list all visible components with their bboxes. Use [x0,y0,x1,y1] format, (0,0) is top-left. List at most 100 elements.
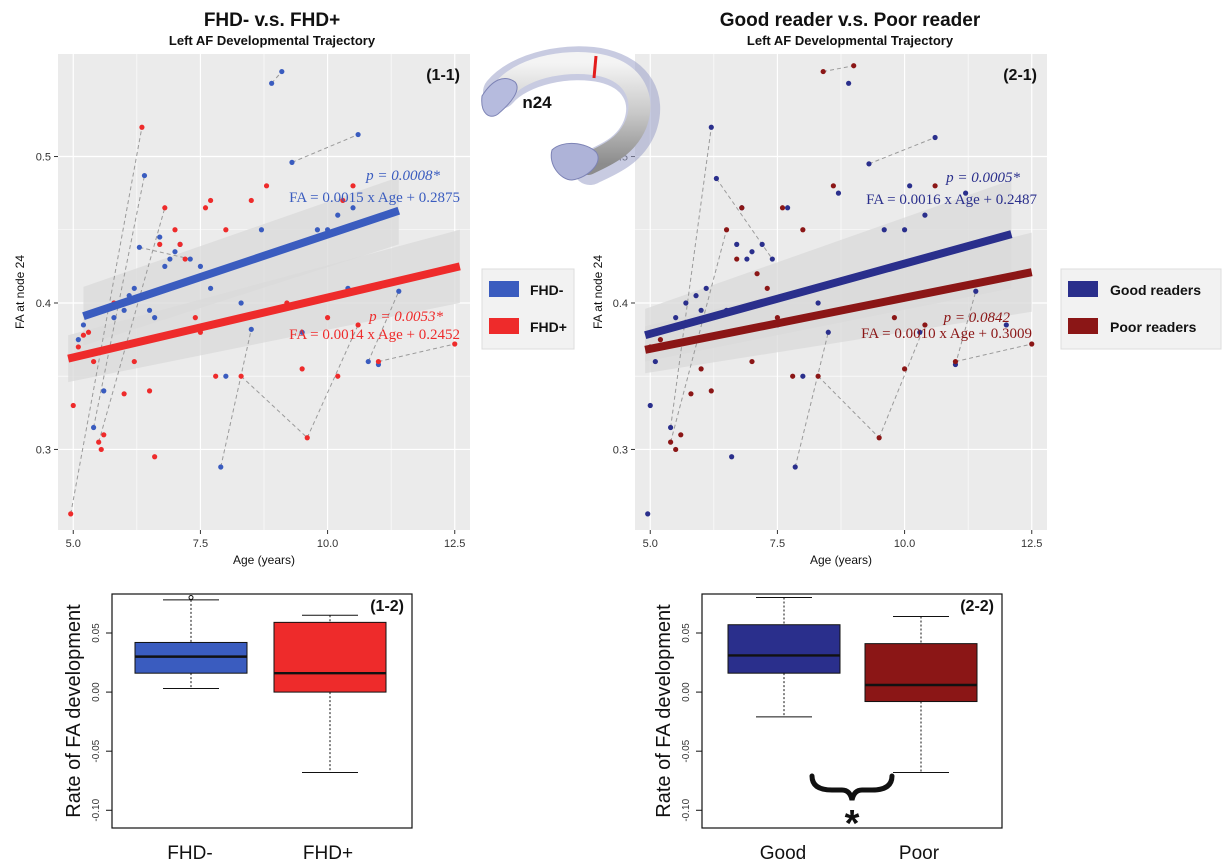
significance-marker: * [845,803,860,845]
data-point [146,307,153,313]
data-point [96,439,102,445]
data-point [932,183,938,189]
data-point [101,388,107,394]
data-point [932,134,938,141]
y-axis-label: FA at node 24 [591,255,605,329]
category-label-fhd-plus: FHD+ [303,843,353,864]
data-point [207,197,214,204]
trajectory-line [954,291,977,365]
legend-swatch-poor [1068,318,1098,334]
data-point [922,322,928,328]
data-point [784,205,791,211]
regression-line [644,268,1033,354]
data-point [75,344,81,350]
data-point [98,446,104,453]
legend-swatch-fhd-minus [489,281,519,297]
data-point [365,358,371,365]
legend-label-good: Good readers [1110,282,1201,298]
legend-label-fhd-minus: FHD- [530,282,564,298]
data-point [350,183,356,189]
trajectory-line [70,127,143,514]
panel-2-1-title: Good reader v.s. Poor reader [720,10,981,31]
y-tick-label: -0.10 [91,798,102,821]
confidence-bands [645,179,1032,374]
panel-tag: (1-2) [370,598,404,615]
y-axis-label: FA at node 24 [13,255,27,329]
fhd-plus-p-value: p = 0.0053* [368,309,443,325]
data-point [917,329,923,335]
data-point [881,227,887,233]
data-point [136,244,142,250]
confidence-band [645,232,1032,374]
legend-swatch-good [1068,281,1098,297]
x-tick-label: 10.0 [894,538,915,550]
y-tick-label: 0.00 [681,682,692,702]
data-point [452,341,458,347]
x-tick-label: 5.0 [66,538,81,550]
panel-2-1-subtitle: Left AF Developmental Trajectory [747,33,954,48]
outlier-point [188,595,194,601]
x-tick-label: 12.5 [1021,538,1042,550]
poor-p-value: p = 0.0842 [943,310,1011,326]
x-axis-label: Age (years) [233,553,295,567]
data-point [973,288,979,294]
y-axis-label: Rate of FA development [653,604,675,818]
boxes [134,595,387,773]
y-tick-label: 0.5 [36,152,51,164]
data-point [202,205,209,211]
data-point [815,300,821,306]
data-point [739,205,745,211]
data-point [652,358,658,365]
confidence-band [68,229,460,383]
scatter-panel-readers: (2-1) p = 0.0005* FA = 0.0016 x Age + 0.… [591,54,1047,567]
fhd-minus-p-value: p = 0.0008* [365,168,440,184]
category-label-fhd-minus: FHD- [167,843,212,864]
x-tick-label: 7.5 [193,538,208,550]
data-point [645,511,651,517]
legend-label-poor: Poor readers [1110,319,1197,335]
fhd-plus-equation: FA = 0.0014 x Age + 0.2452 [289,327,460,343]
data-point [207,285,214,291]
data-point [754,271,760,277]
y-tick-label: 0.00 [91,682,102,702]
data-point [141,172,148,179]
trajectory-line [868,137,936,165]
panel-1-1-subtitle: Left AF Developmental Trajectory [169,33,376,48]
data-point [157,234,163,240]
trajectory-line [878,324,926,438]
data-point [774,315,781,321]
data-point [846,80,852,86]
y-axis-label: Rate of FA development [63,604,85,818]
x-tick-label: 12.5 [444,538,465,550]
data-point [131,358,137,365]
regression-lines [67,206,461,363]
data-point [759,241,765,247]
plot-frame [701,593,1003,829]
panel-tag: (2-1) [1003,67,1037,84]
data-point [182,256,188,262]
data-point [907,183,913,189]
data-point [764,285,770,291]
data-point [248,197,254,204]
data-point [192,315,198,321]
x-tick-label: 5.0 [643,538,658,550]
data-point [683,300,689,306]
category-label-good: Good [760,843,806,864]
regression-line [644,230,1013,340]
category-label-poor: Poor [899,843,940,864]
data-point [68,511,74,517]
data-point [101,432,107,438]
data-point [223,373,229,379]
data-point [703,285,709,291]
boxes [727,597,978,773]
axes: 5.0 7.5 10.0 12.5 0.3 0.4 0.5 [36,152,466,550]
data-point [314,227,321,233]
data-point [218,464,224,470]
y-axis: -0.10 -0.05 0.00 0.05 [681,623,702,822]
data-point [335,373,341,379]
y-tick-label: 0.4 [613,298,628,310]
data-point [187,256,193,262]
y-tick-label: -0.05 [91,739,102,762]
y-axis: -0.10 -0.05 0.00 0.05 [91,623,112,822]
data-point [304,435,310,441]
